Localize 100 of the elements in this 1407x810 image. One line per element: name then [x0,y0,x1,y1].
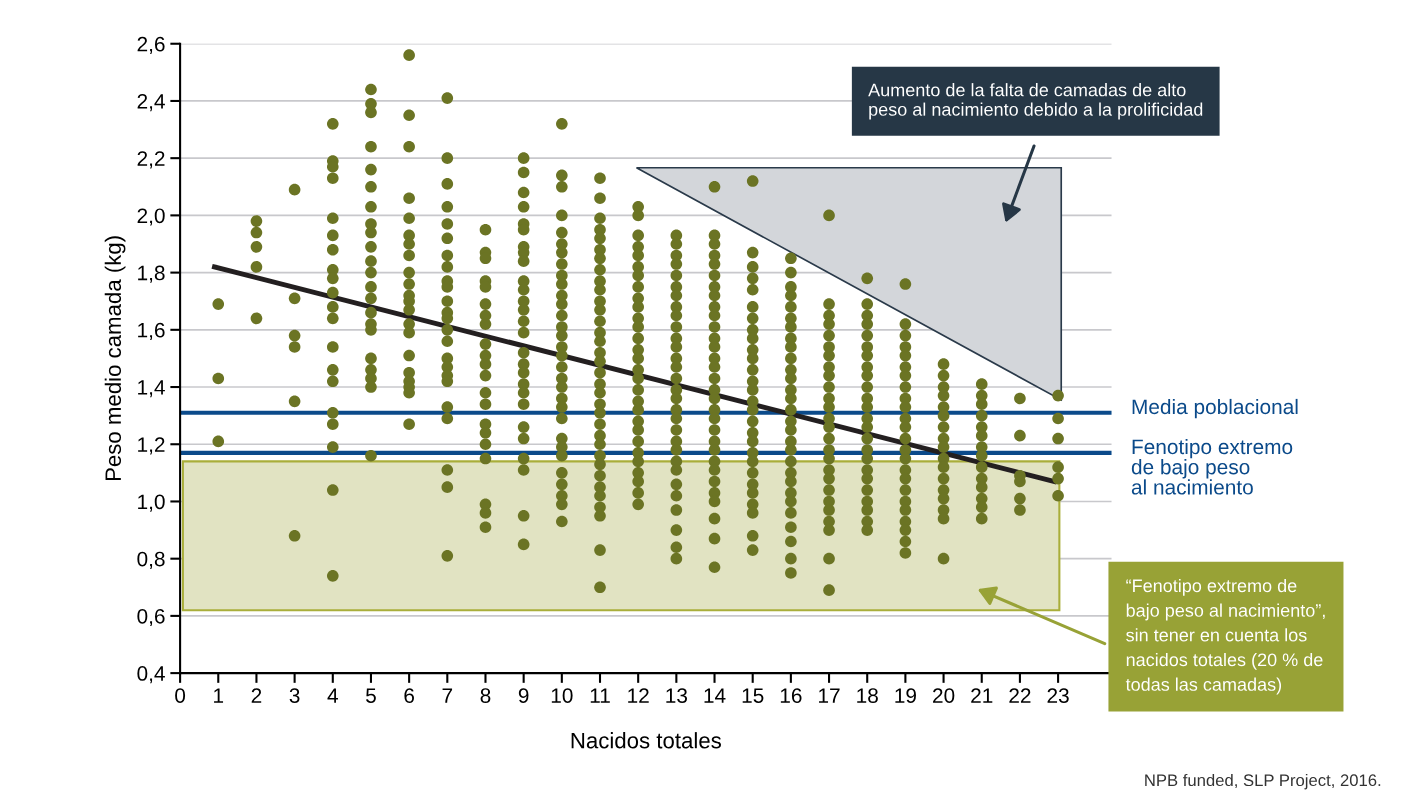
x-tick-label: 11 [590,688,610,703]
point [785,266,797,279]
point [746,384,759,396]
point [517,315,530,328]
point [670,552,683,565]
point [1014,392,1026,405]
point [708,561,721,574]
x-tick-label: 14 [704,688,726,703]
point [1052,412,1064,425]
point [365,180,377,193]
point [746,364,759,376]
point [365,163,377,176]
point [975,378,988,390]
point [708,321,721,333]
x-axis-title: Nacidos totales [571,732,721,749]
point [1052,432,1064,445]
point [1052,489,1064,502]
point [441,295,454,308]
point [288,529,301,542]
point [785,444,797,456]
point [594,581,606,594]
point [479,507,492,519]
point [517,346,530,359]
point [556,180,568,193]
point [708,444,721,456]
x-tick-label: 10 [551,688,573,703]
point [517,200,530,213]
point [326,229,339,242]
point [288,395,301,408]
point [823,298,835,310]
point [441,249,454,262]
point [632,424,644,436]
point [861,329,874,342]
point [556,478,568,491]
y-tick-label: 2,6 [137,36,165,54]
point [899,504,912,516]
point [365,241,377,253]
point [556,381,568,393]
point [250,241,263,253]
point [708,512,721,525]
point [785,352,797,365]
point [899,547,912,559]
point [975,461,988,473]
point [326,341,339,353]
point [708,180,721,193]
point [785,455,797,468]
point [670,478,683,491]
x-tick-label: 9 [518,688,529,703]
point [861,484,874,496]
point [670,372,683,385]
point [785,535,797,548]
point [1052,461,1064,473]
point [861,432,874,445]
point [785,521,797,534]
point [556,226,568,239]
point [288,183,301,196]
point [823,209,835,222]
y-tick-label: 0,8 [137,551,165,569]
point [365,255,377,267]
point [746,312,759,325]
point [785,507,797,519]
y-tick-label: 0,6 [137,608,165,627]
point [708,424,721,436]
point [556,169,568,182]
x-tick-label: 13 [666,688,688,703]
point [403,266,415,279]
point [823,329,835,342]
point [326,418,339,431]
point [441,550,454,562]
point [937,441,950,453]
point [326,301,339,313]
point [403,212,415,225]
point [708,475,721,488]
point [556,467,568,479]
point [670,524,683,536]
point [823,401,835,413]
point [861,298,874,310]
text: NPB funded, SLP Project, 2016. [1145,773,1381,790]
x-tick-label: 23 [1047,688,1069,703]
point [326,570,339,582]
x-tick-label: 15 [742,688,764,703]
point [556,278,568,290]
point [365,352,377,365]
point [479,223,492,236]
ref-line-label: Fenotipo extremo de bajo peso al nacimiento [1131,438,1293,495]
x-tick-label: 4 [327,688,338,703]
y-tick-label: 1,6 [138,322,165,341]
x-tick-label: 21 [971,688,993,703]
annotation: Aumento de la falta de camadas de alto peso al nacimiento debido a la prolificidad [868,83,1203,120]
point [250,261,263,273]
point [441,412,454,425]
point [441,152,454,164]
point [594,544,606,556]
point [326,172,339,185]
point [785,552,797,565]
point [975,409,988,422]
point [861,421,874,433]
point [785,301,797,313]
point [670,444,683,456]
x-tick-label: 18 [857,688,878,703]
